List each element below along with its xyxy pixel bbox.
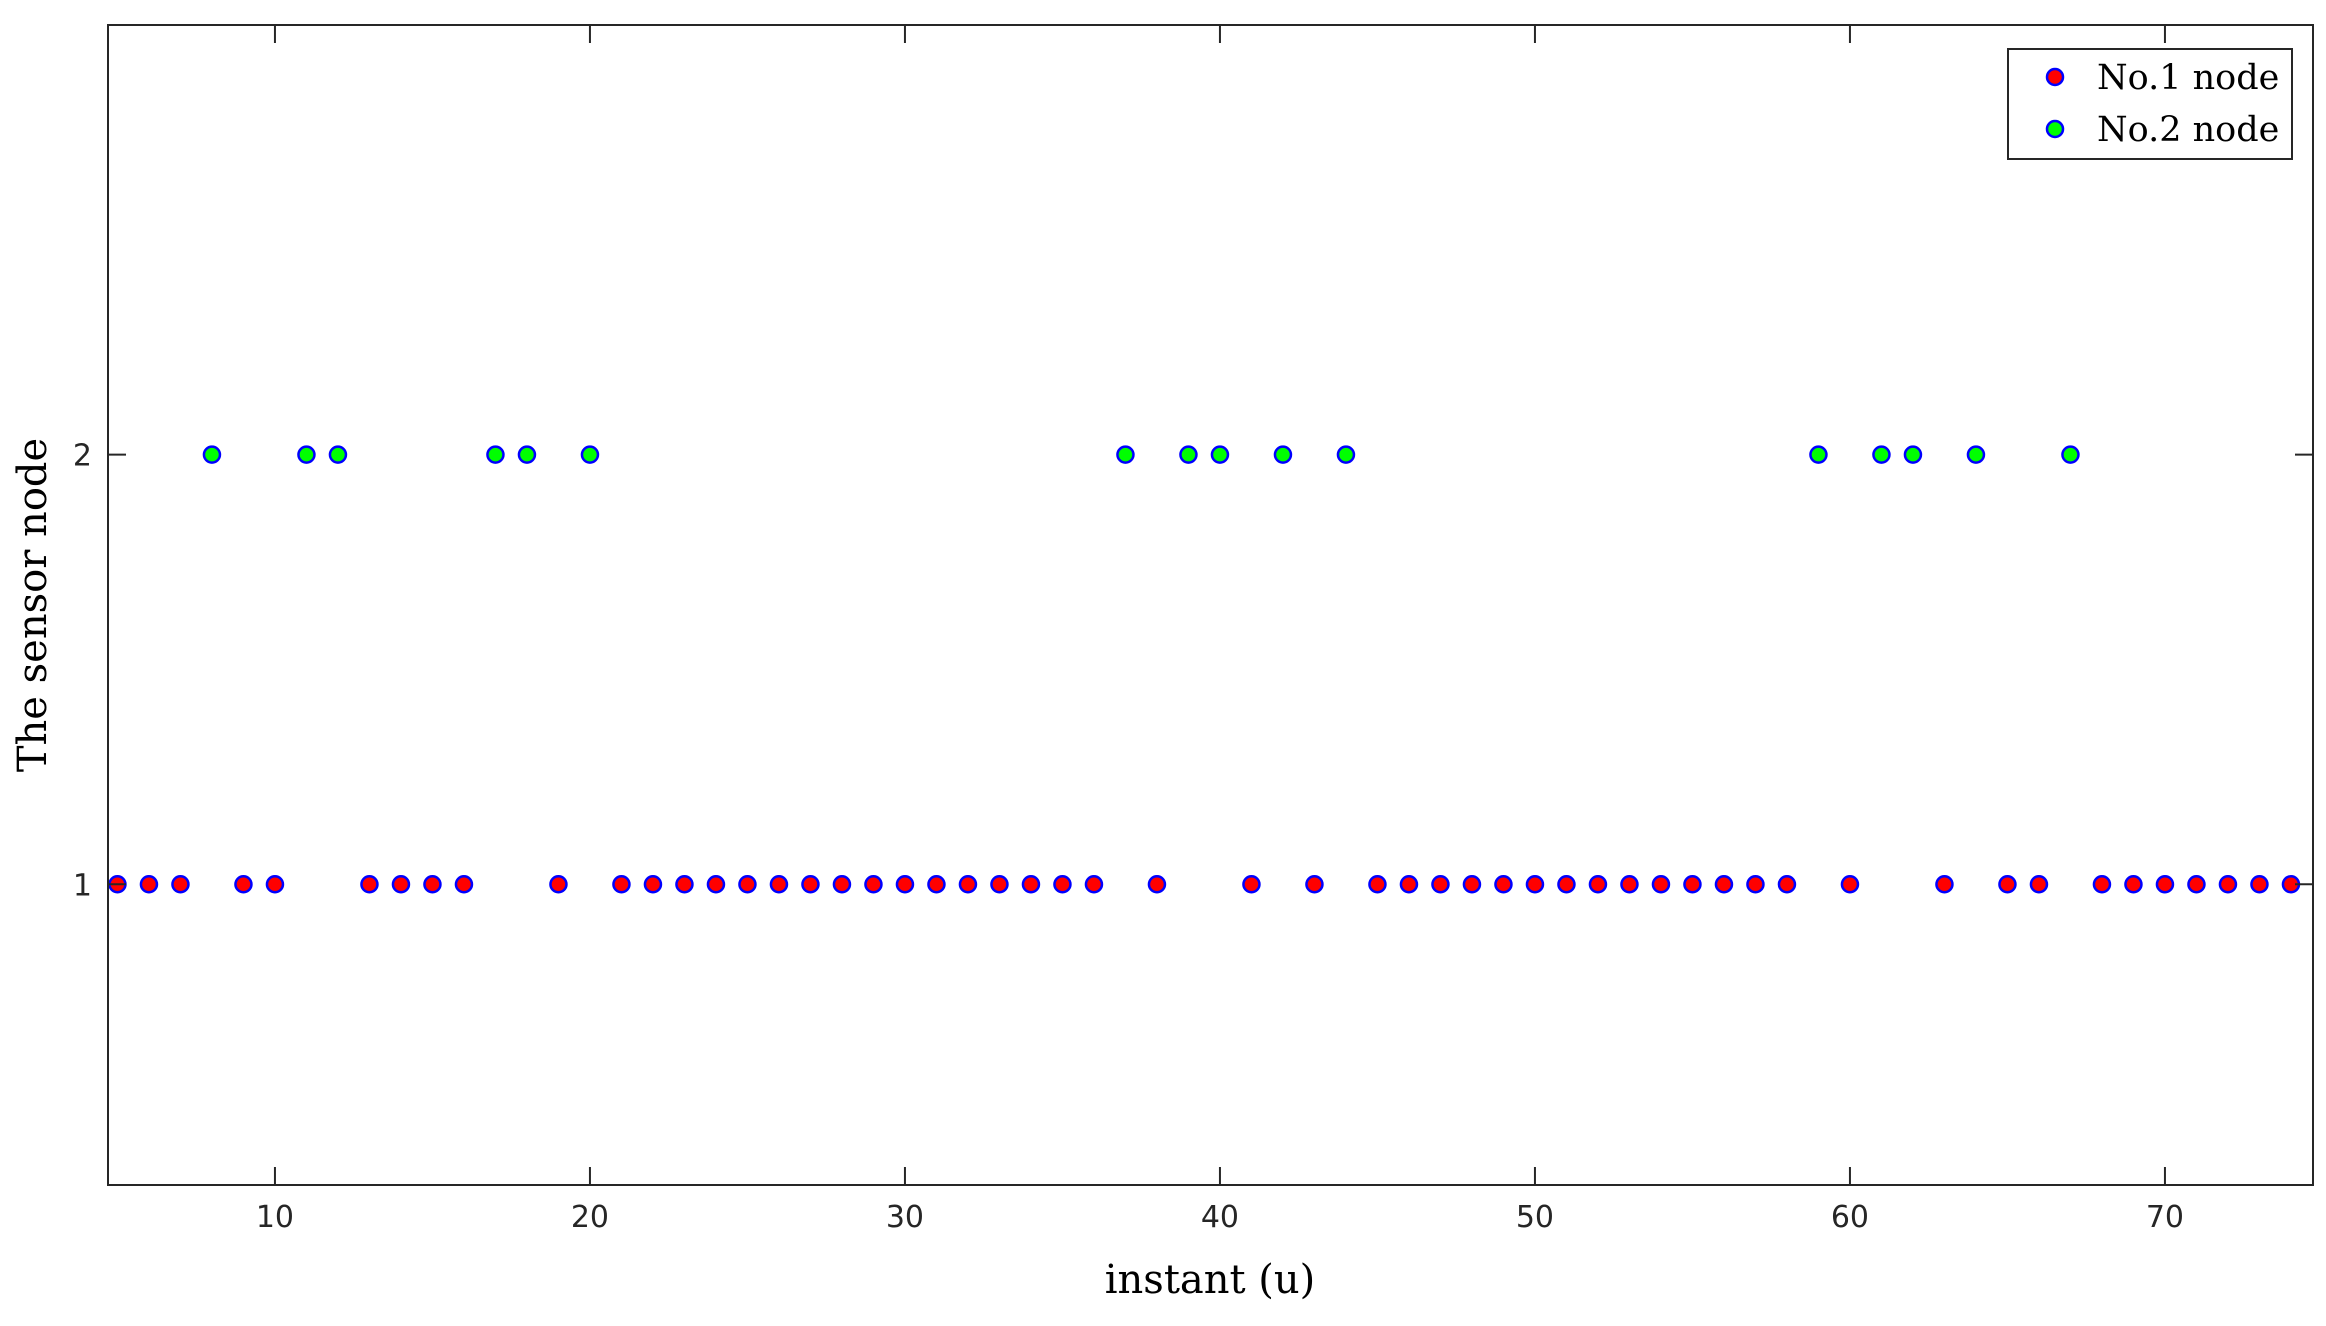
- data-point-node-2: [328, 445, 348, 464]
- legend-marker-no2: [2045, 119, 2065, 139]
- data-point-node-1: [895, 875, 915, 894]
- legend-marker-no1: [2045, 67, 2065, 87]
- data-point-node-1: [832, 875, 852, 894]
- data-point-node-2: [517, 445, 537, 464]
- data-point-node-2: [297, 445, 316, 464]
- data-point-node-1: [1651, 875, 1671, 894]
- data-point-node-1: [391, 875, 411, 894]
- data-point-node-1: [706, 875, 726, 894]
- x-tick-label: 40: [1201, 1200, 1239, 1235]
- data-point-node-1: [1242, 875, 1261, 894]
- data-point-node-1: [675, 875, 694, 894]
- data-point-node-1: [2218, 875, 2238, 894]
- data-point-node-1: [2092, 875, 2112, 894]
- data-point-node-1: [2124, 875, 2143, 894]
- y-tick-label: 1: [73, 868, 92, 903]
- x-tick-label: 60: [1831, 1200, 1869, 1235]
- data-point-node-2: [1872, 445, 1891, 464]
- legend: No.1 node No.2 node: [2007, 48, 2293, 160]
- plot-frame: [107, 24, 2314, 1186]
- data-point-node-1: [1714, 875, 1734, 894]
- data-point-node-2: [486, 445, 505, 464]
- data-point-node-1: [2029, 875, 2049, 894]
- data-point-node-1: [265, 875, 285, 894]
- data-point-node-1: [643, 875, 663, 894]
- x-tick-label: 50: [1516, 1200, 1554, 1235]
- data-point-node-2: [1903, 445, 1923, 464]
- data-point-node-1: [454, 875, 474, 894]
- x-tick-label: 70: [2146, 1200, 2184, 1235]
- x-tick-label: 30: [886, 1200, 924, 1235]
- data-point-node-2: [1966, 445, 1986, 464]
- legend-box: [2007, 48, 2293, 160]
- data-point-node-1: [171, 875, 190, 894]
- data-point-node-1: [1021, 875, 1041, 894]
- data-point-node-1: [549, 875, 568, 894]
- data-point-node-2: [1179, 445, 1198, 464]
- data-point-node-1: [1998, 875, 2017, 894]
- x-tick-label: 20: [571, 1200, 609, 1235]
- data-point-node-1: [1935, 875, 1954, 894]
- x-tick-label: 10: [256, 1200, 294, 1235]
- data-point-node-1: [1431, 875, 1450, 894]
- data-point-node-1: [801, 875, 820, 894]
- data-point-node-1: [1588, 875, 1608, 894]
- data-point-node-2: [1336, 445, 1356, 464]
- data-point-node-1: [1746, 875, 1765, 894]
- data-point-node-1: [1840, 875, 1860, 894]
- data-point-node-1: [990, 875, 1009, 894]
- data-point-node-1: [1053, 875, 1072, 894]
- data-point-node-1: [769, 875, 789, 894]
- x-axis-label: instant (u): [1105, 1257, 1316, 1303]
- data-point-node-1: [1557, 875, 1576, 894]
- data-point-node-1: [612, 875, 631, 894]
- data-point-node-1: [1305, 875, 1324, 894]
- data-point-node-1: [423, 875, 442, 894]
- data-point-node-2: [2061, 445, 2080, 464]
- y-tick-label: 2: [73, 439, 92, 474]
- data-point-node-2: [1809, 445, 1828, 464]
- data-point-node-2: [580, 445, 600, 464]
- data-point-node-2: [1210, 445, 1230, 464]
- data-point-node-1: [2155, 875, 2175, 894]
- data-point-node-1: [1777, 875, 1797, 894]
- data-point-node-1: [234, 875, 253, 894]
- data-point-node-1: [1620, 875, 1639, 894]
- data-point-node-1: [1525, 875, 1545, 894]
- data-point-node-1: [1399, 875, 1419, 894]
- data-point-node-2: [202, 445, 222, 464]
- data-point-node-2: [1273, 445, 1293, 464]
- data-point-node-1: [2250, 875, 2269, 894]
- plot-area: [108, 25, 2313, 1185]
- data-point-node-1: [2187, 875, 2206, 894]
- data-point-node-1: [360, 875, 379, 894]
- data-points: [108, 445, 2301, 894]
- data-point-node-2: [1116, 445, 1135, 464]
- data-point-node-1: [1084, 875, 1104, 894]
- data-point-node-1: [958, 875, 978, 894]
- legend-label-no2: No.2 node: [2097, 110, 2279, 150]
- data-point-node-1: [1683, 875, 1702, 894]
- legend-label-no1: No.1 node: [2097, 58, 2279, 98]
- data-point-node-1: [1494, 875, 1513, 894]
- data-point-node-1: [1147, 875, 1167, 894]
- axis-ticks: 10 20 30 40 50 60 70 1 2: [73, 25, 2313, 1235]
- data-point-node-1: [738, 875, 757, 894]
- data-point-node-1: [927, 875, 946, 894]
- data-point-node-1: [139, 875, 159, 894]
- data-point-node-1: [1368, 875, 1387, 894]
- y-axis-label: The sensor node: [10, 438, 56, 772]
- data-point-node-1: [864, 875, 883, 894]
- data-point-node-1: [1462, 875, 1482, 894]
